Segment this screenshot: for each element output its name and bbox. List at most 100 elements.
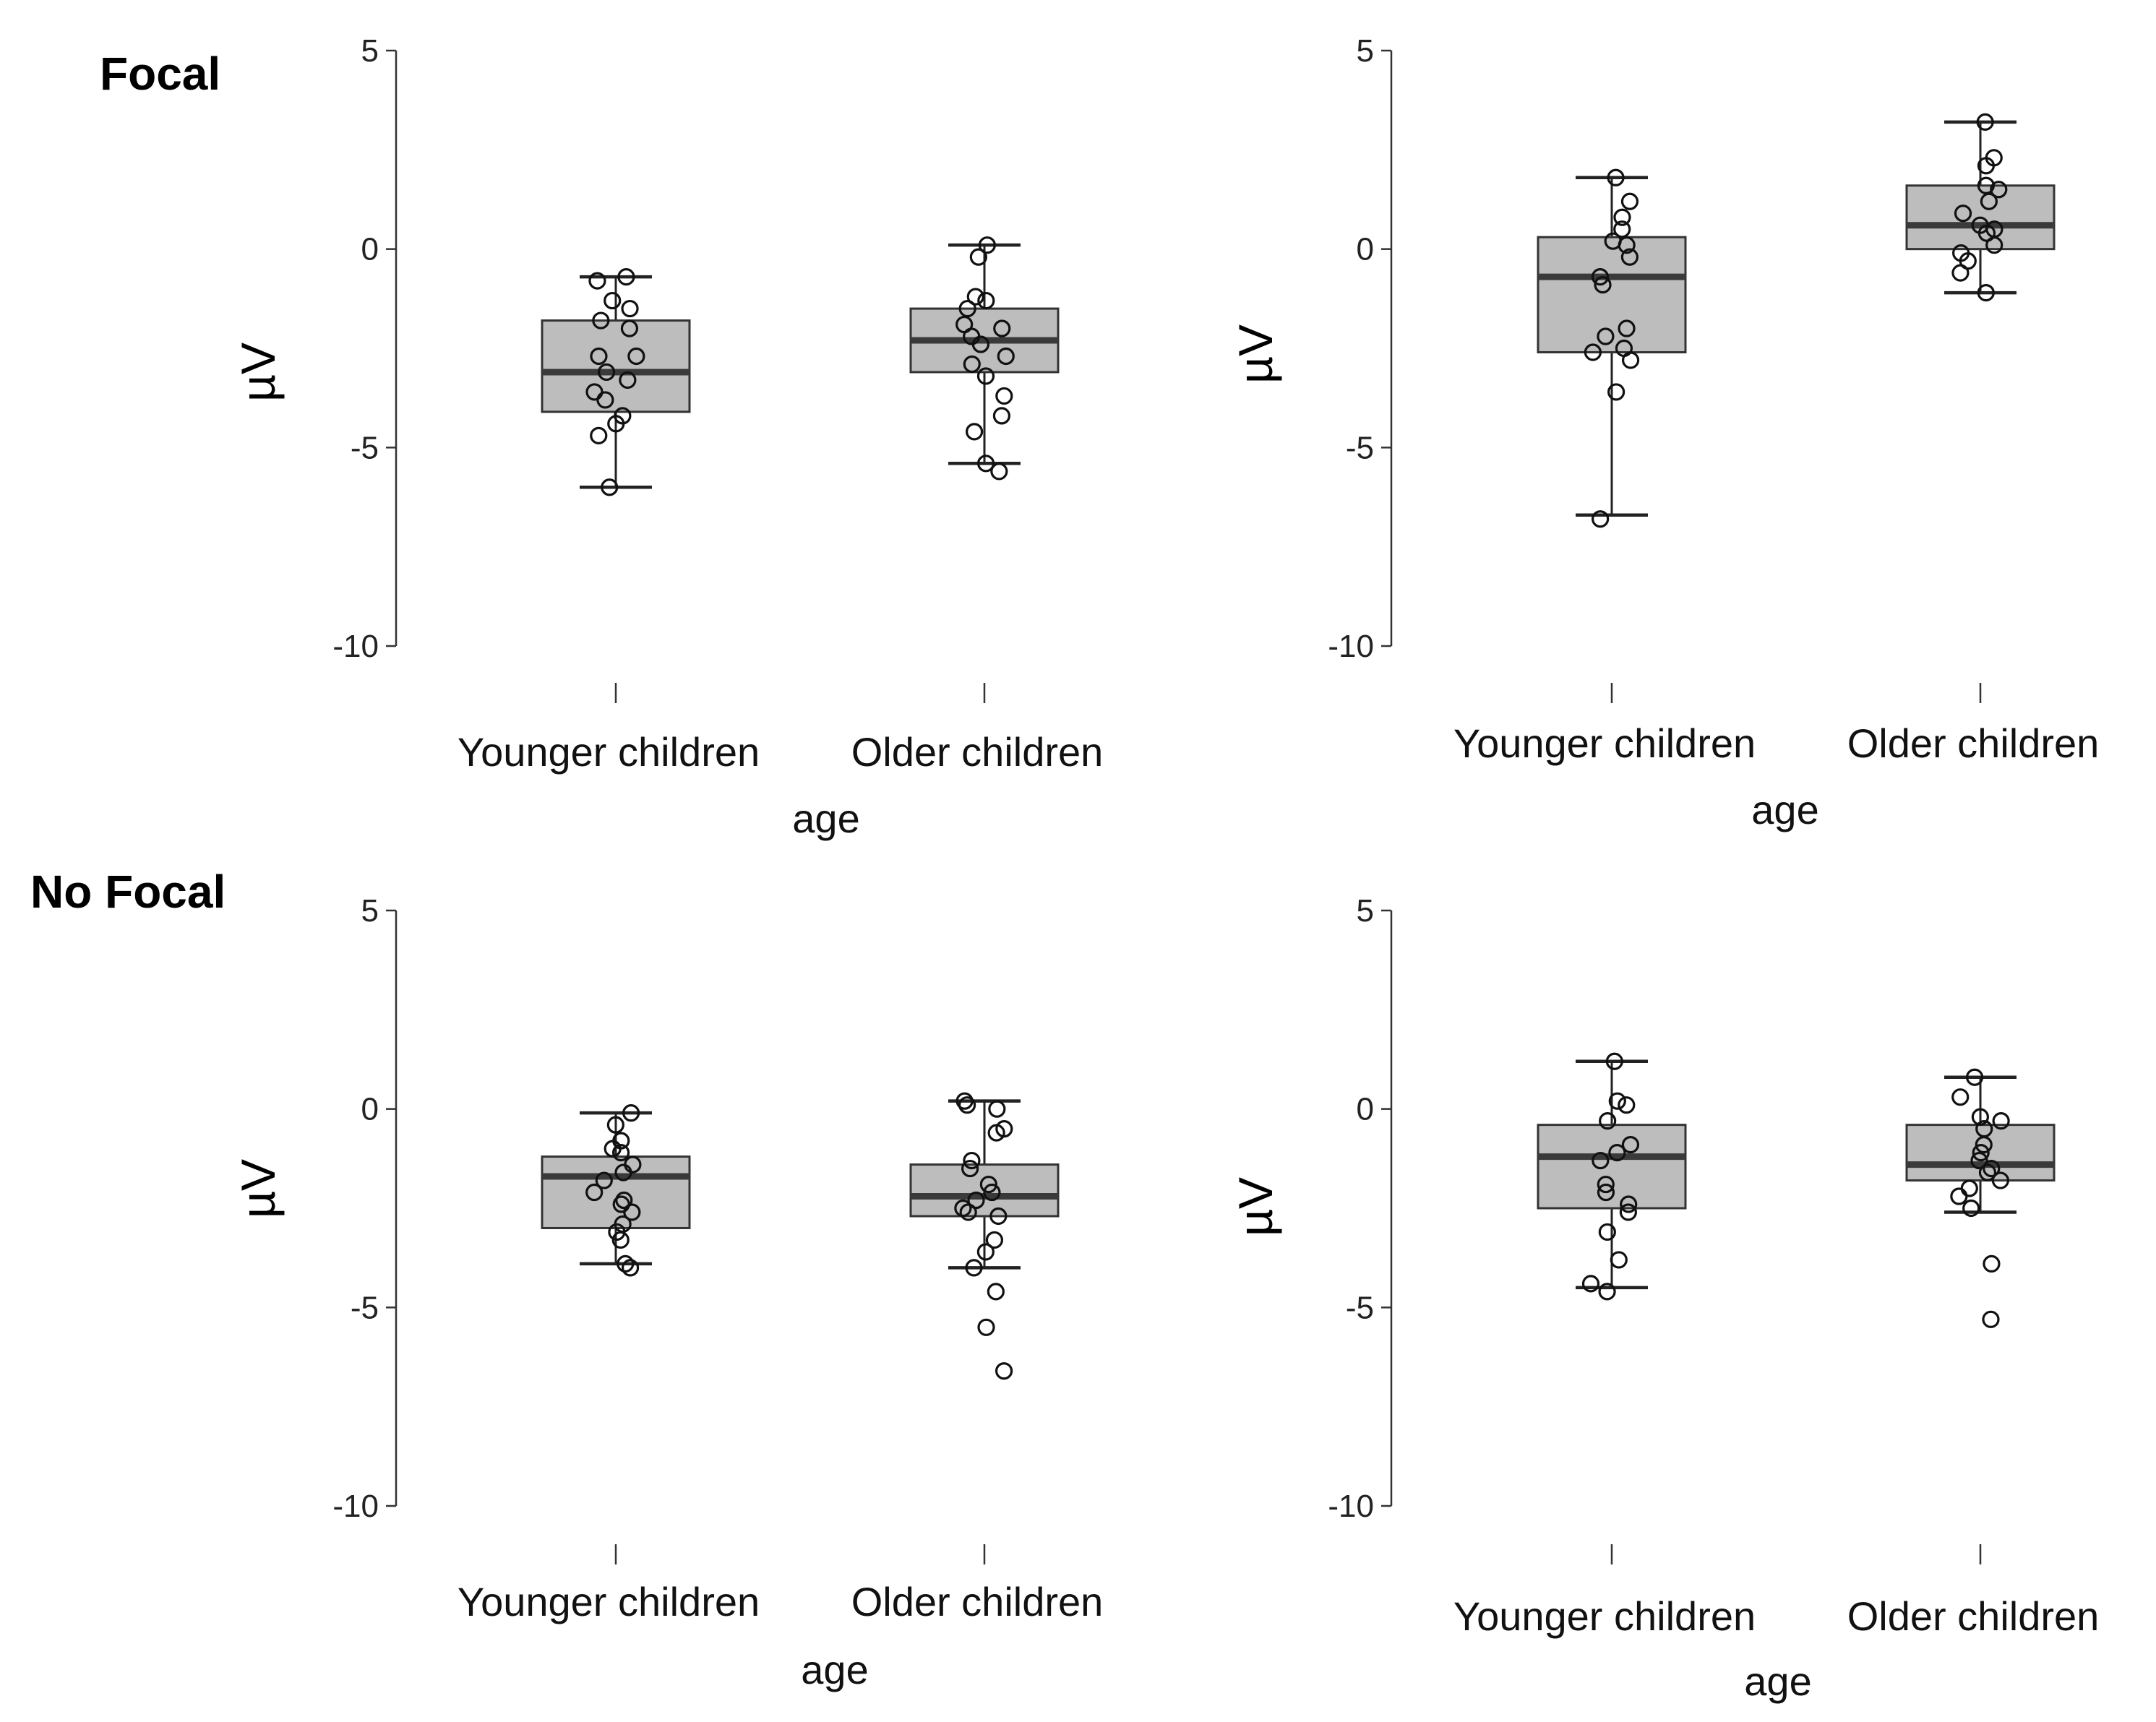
y-axis-label: µV (1229, 324, 1282, 384)
data-point (1965, 1068, 1984, 1086)
x-axis-label: age (1751, 787, 1818, 832)
data-point (1621, 1136, 1640, 1154)
data-point (979, 1175, 997, 1194)
data-point (995, 387, 1013, 405)
data-point (995, 1362, 1013, 1380)
data-point (1620, 248, 1639, 266)
data-point (1982, 1310, 2000, 1328)
data-point (987, 1283, 1005, 1301)
y-tick-label: 5 (361, 33, 379, 69)
data-point (596, 391, 614, 409)
data-point (1613, 220, 1631, 238)
data-point (1597, 1175, 1615, 1194)
data-point (1977, 157, 1996, 175)
data-point (987, 1124, 1005, 1142)
data-point (971, 335, 990, 353)
data-point (978, 236, 996, 254)
data-point (1951, 1088, 1970, 1106)
y-tick-label: 0 (361, 232, 379, 267)
data-point (1592, 510, 1610, 528)
data-point (611, 1231, 630, 1249)
data-point (601, 478, 619, 496)
data-point (1592, 1151, 1610, 1170)
data-point (1597, 327, 1615, 345)
data-point (1618, 319, 1636, 337)
data-point (958, 1096, 976, 1114)
data-point (611, 1143, 630, 1162)
data-point (993, 319, 1011, 337)
x-category-label: Older children (851, 1579, 1104, 1624)
x-category-label: Younger children (1453, 720, 1756, 766)
data-point (990, 462, 1008, 481)
y-tick-label: 5 (361, 893, 379, 929)
data-point (1962, 1199, 1980, 1218)
data-point (1613, 208, 1631, 226)
data-point (604, 291, 622, 310)
data-point (620, 319, 639, 337)
chart-top-right: 5 0 -5 -10 µV Younger children Older children a… (1229, 33, 2099, 832)
x-category-label: Older children (1847, 720, 2100, 766)
data-point (1591, 268, 1610, 286)
data-point (1977, 283, 1995, 302)
data-point (976, 455, 995, 473)
data-point (1594, 276, 1612, 294)
data-point (615, 1191, 633, 1210)
data-point (966, 288, 984, 306)
data-point (1983, 1254, 2001, 1273)
data-point (1954, 205, 1972, 223)
data-point (1971, 1108, 1989, 1126)
box-0 (541, 1155, 691, 1229)
chart-bottom-left: 5 0 -5 -10 µV Younger children Older children a… (231, 893, 1103, 1692)
data-point (963, 355, 981, 374)
data-point (1599, 1112, 1617, 1130)
data-point (969, 248, 987, 266)
box-0 (1537, 236, 1687, 353)
data-point (1951, 264, 1970, 282)
data-point (617, 1254, 635, 1273)
y-axis-label: µV (231, 1159, 285, 1218)
y-tick-label: 0 (1357, 1092, 1374, 1127)
data-point (1976, 113, 1994, 131)
data-point (965, 1259, 983, 1277)
data-point (963, 1151, 981, 1170)
data-point (1607, 383, 1625, 401)
data-point (965, 423, 984, 441)
data-point (621, 299, 639, 318)
data-point (598, 363, 616, 382)
data-point (1950, 1187, 1968, 1205)
data-point (1597, 1183, 1615, 1202)
data-point (595, 1171, 613, 1189)
box-1 (909, 1163, 1060, 1218)
section-label-focal: Focal (100, 48, 220, 100)
data-point (961, 1159, 979, 1178)
data-point (621, 1259, 640, 1277)
data-point (585, 1183, 604, 1202)
data-point (606, 1116, 624, 1134)
y-tick-label: -10 (1328, 629, 1374, 664)
y-tick-label: -5 (351, 1290, 379, 1325)
data-point (967, 1191, 985, 1210)
x-axis-label: age (792, 796, 859, 841)
data-point (622, 1104, 640, 1122)
data-point (976, 1243, 995, 1261)
y-tick-label: -5 (351, 430, 379, 465)
data-point (1983, 1159, 2001, 1178)
x-category-label: Older children (1847, 1593, 2100, 1639)
x-category-label: Younger children (458, 729, 760, 775)
data-point (1978, 1163, 1997, 1181)
data-point (1991, 1171, 2009, 1189)
data-point (614, 1163, 632, 1181)
data-point (590, 426, 608, 444)
data-point (588, 272, 606, 290)
data-point (1620, 192, 1639, 210)
chart-top-left: 5 0 -5 -10 µV Younger children Older children a… (231, 33, 1103, 841)
y-tick-label: -5 (1346, 1290, 1374, 1325)
x-category-label: Older children (851, 729, 1104, 775)
x-category-label: Younger children (458, 1579, 760, 1624)
data-point (1970, 1151, 1988, 1170)
data-point (1977, 176, 1995, 194)
data-point (1607, 168, 1625, 186)
data-point (607, 415, 625, 433)
data-point (1975, 1136, 1993, 1154)
